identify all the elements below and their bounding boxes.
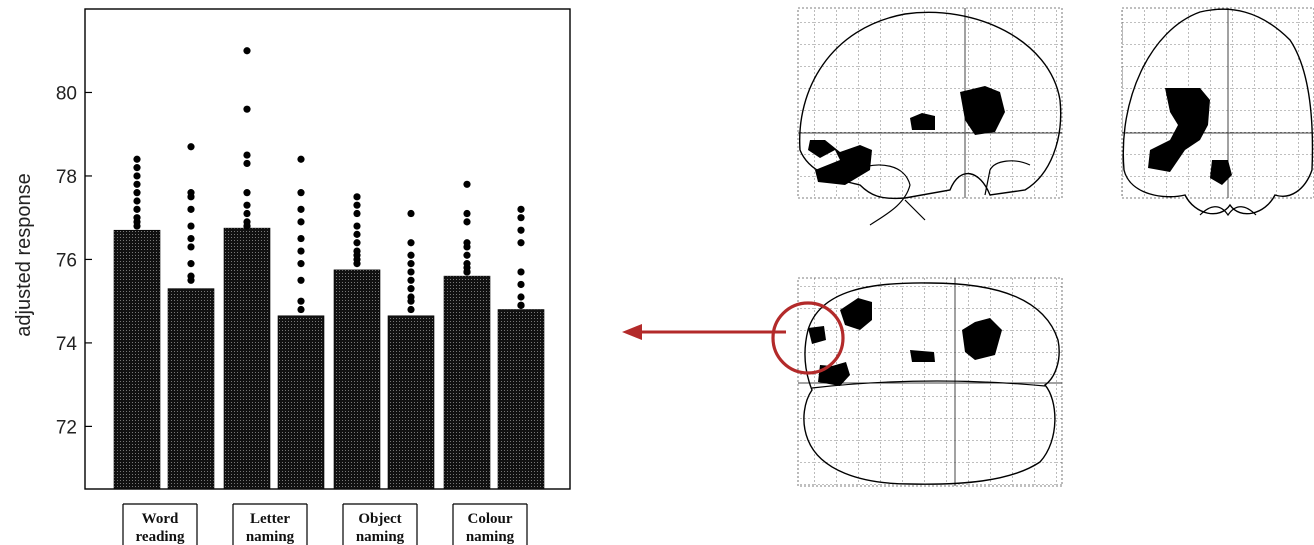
data-points — [133, 47, 525, 314]
data-point — [187, 260, 195, 268]
bar — [277, 315, 325, 490]
data-point — [243, 159, 251, 168]
data-point — [297, 305, 305, 314]
data-point — [353, 230, 361, 238]
data-point — [243, 151, 251, 159]
bar — [497, 309, 545, 490]
data-point — [133, 197, 141, 205]
bar-series — [113, 227, 545, 490]
bar — [333, 269, 381, 490]
data-point — [297, 155, 305, 163]
data-point — [243, 222, 251, 230]
bar — [223, 227, 271, 490]
data-point — [133, 172, 141, 180]
bar — [443, 275, 491, 490]
data-point — [353, 239, 361, 247]
y-tick-label: 80 — [56, 83, 77, 104]
data-point — [407, 209, 415, 218]
data-point — [187, 222, 195, 230]
data-point — [243, 105, 251, 113]
brain-coronal-view — [1121, 7, 1314, 217]
data-point — [133, 205, 141, 213]
y-tick-label: 76 — [56, 250, 77, 271]
data-point — [297, 189, 305, 197]
data-point — [187, 205, 195, 213]
data-point — [133, 164, 141, 172]
category-label-line1: Colour — [468, 511, 513, 527]
data-point — [243, 47, 251, 55]
data-point — [187, 243, 195, 251]
data-point — [517, 239, 525, 247]
y-axis-label: adjusted response — [13, 173, 35, 336]
data-point — [407, 276, 415, 284]
brain-axial-view — [771, 277, 1063, 487]
data-point — [353, 193, 361, 201]
data-point — [297, 218, 305, 226]
y-tick-label: 78 — [56, 167, 77, 188]
category-label-line2: naming — [466, 529, 515, 545]
data-point — [243, 201, 251, 209]
data-point — [517, 214, 525, 222]
highlight-circle — [771, 301, 845, 375]
data-point — [407, 285, 415, 293]
data-point — [353, 260, 361, 268]
y-axis: 72 74 76 78 80 — [56, 83, 92, 438]
data-point — [407, 251, 415, 259]
data-point — [297, 297, 305, 305]
data-point — [297, 234, 305, 243]
category-label-line2: reading — [136, 529, 185, 545]
data-point — [243, 209, 251, 218]
brain-sagittal-view — [797, 7, 1063, 226]
data-point — [407, 260, 415, 268]
data-point — [297, 247, 305, 255]
data-point — [517, 205, 525, 213]
data-point — [353, 201, 361, 209]
bar — [113, 229, 161, 490]
data-point — [463, 268, 471, 276]
data-point — [407, 297, 415, 305]
y-tick-label: 74 — [56, 334, 78, 355]
data-point — [517, 226, 525, 234]
data-point — [407, 268, 415, 276]
data-point — [133, 189, 141, 197]
data-point — [407, 239, 415, 247]
category-label-line1: Word — [142, 511, 179, 527]
data-point — [297, 276, 305, 284]
data-point — [517, 293, 525, 301]
data-point — [463, 243, 471, 251]
plot-frame — [84, 8, 571, 490]
data-point — [463, 209, 471, 218]
y-tick-label: 72 — [56, 417, 77, 438]
bar-chart: 72 74 76 78 80 adjusted response Word reading… — [13, 8, 571, 545]
bar — [167, 288, 215, 490]
pointer-arrow — [622, 324, 786, 340]
data-point — [463, 180, 471, 188]
data-point — [297, 205, 305, 213]
data-point — [517, 301, 525, 309]
data-point — [407, 305, 415, 314]
data-point — [133, 180, 141, 188]
data-point — [187, 193, 195, 201]
data-point — [187, 234, 195, 243]
category-label-line2: naming — [246, 529, 295, 545]
category-label-line1: Letter — [250, 511, 290, 527]
data-point — [133, 222, 141, 230]
category-labels: Word reading Letter naming Object naming Colou… — [122, 503, 528, 545]
data-point — [353, 209, 361, 218]
data-point — [133, 155, 141, 163]
data-point — [463, 218, 471, 226]
category-label-line1: Object — [358, 511, 401, 527]
bar — [387, 315, 435, 490]
data-point — [353, 222, 361, 230]
category-label-line2: naming — [356, 529, 405, 545]
data-point — [297, 260, 305, 268]
data-point — [243, 189, 251, 197]
data-point — [517, 280, 525, 289]
data-point — [187, 143, 195, 151]
data-point — [517, 268, 525, 276]
data-point — [463, 251, 471, 259]
data-point — [187, 276, 195, 284]
